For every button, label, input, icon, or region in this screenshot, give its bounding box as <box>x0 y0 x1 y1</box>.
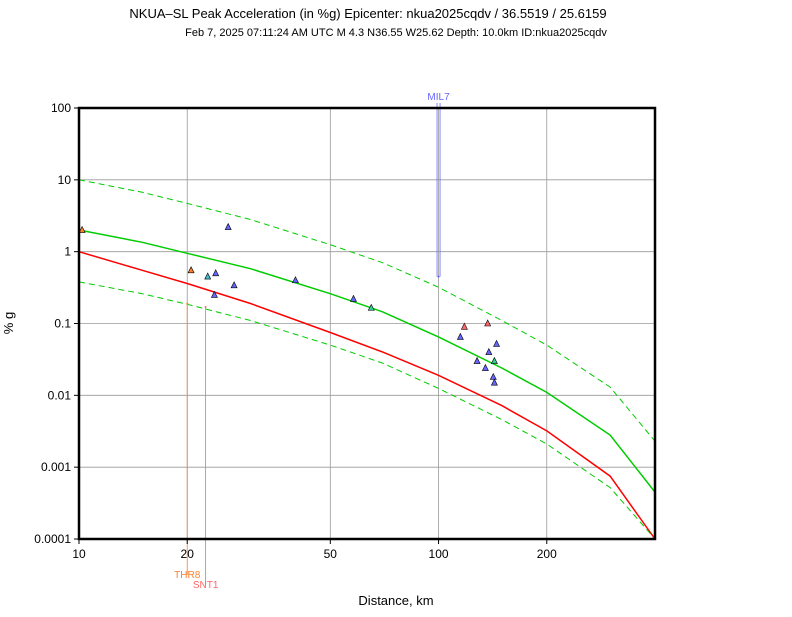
x-tick-label: 100 <box>429 547 449 561</box>
station-point <box>485 347 493 355</box>
station-label: MIL7 <box>427 92 450 103</box>
station-dot <box>437 275 440 278</box>
station-label: THR8 <box>174 570 201 581</box>
station-point <box>349 294 357 302</box>
data-points <box>78 222 501 386</box>
grid-lines <box>79 107 655 540</box>
station-point <box>78 225 86 233</box>
red-curve <box>78 250 656 540</box>
y-tick-label: 10 <box>58 173 72 187</box>
station-point <box>484 319 492 327</box>
y-tick-label: 0.1 <box>54 317 71 331</box>
x-tick-label: 10 <box>72 547 86 561</box>
station-point <box>230 281 238 289</box>
y-tick-label: 0.0001 <box>34 532 71 546</box>
green-lower-dashed <box>78 281 656 540</box>
axis-ticks: 10 20 50 100 200 100 10 1 0.1 0.01 0.001 0.0001 <box>34 101 557 561</box>
y-axis-label: % g <box>1 312 16 334</box>
station-point <box>367 303 375 311</box>
station-point <box>493 339 501 347</box>
green-curve <box>78 229 656 493</box>
station-point <box>291 276 299 284</box>
station-point <box>204 272 212 280</box>
station-point <box>187 266 195 274</box>
x-axis-label: Distance, km <box>358 593 433 608</box>
y-tick-label: 100 <box>51 101 71 115</box>
station-label: SNT1 <box>193 580 219 591</box>
station-point <box>212 269 220 277</box>
plot-frame <box>77 106 657 541</box>
station-point <box>490 356 498 364</box>
station-point <box>490 378 498 386</box>
station-dot <box>186 302 189 305</box>
station-point <box>473 356 481 364</box>
y-tick-label: 0.001 <box>41 460 71 474</box>
station-point <box>481 363 489 371</box>
green-upper-dashed <box>78 179 656 442</box>
model-curves <box>78 179 656 540</box>
station-point <box>489 372 497 380</box>
chart-title: NKUA–SL Peak Acceleration (in %g) Epicen… <box>129 6 606 21</box>
x-tick-label: 50 <box>324 547 338 561</box>
station-point <box>460 322 468 330</box>
y-tick-label: 0.01 <box>48 388 72 402</box>
station-dot <box>204 305 207 308</box>
x-tick-label: 20 <box>181 547 195 561</box>
y-tick-label: 1 <box>64 245 71 259</box>
chart-subtitle: Feb 7, 2025 07:11:24 AM UTC M 4.3 N36.55… <box>185 27 607 39</box>
x-tick-label: 200 <box>537 547 557 561</box>
station-point <box>224 222 232 230</box>
station-point <box>210 290 218 298</box>
station-point <box>456 332 464 340</box>
